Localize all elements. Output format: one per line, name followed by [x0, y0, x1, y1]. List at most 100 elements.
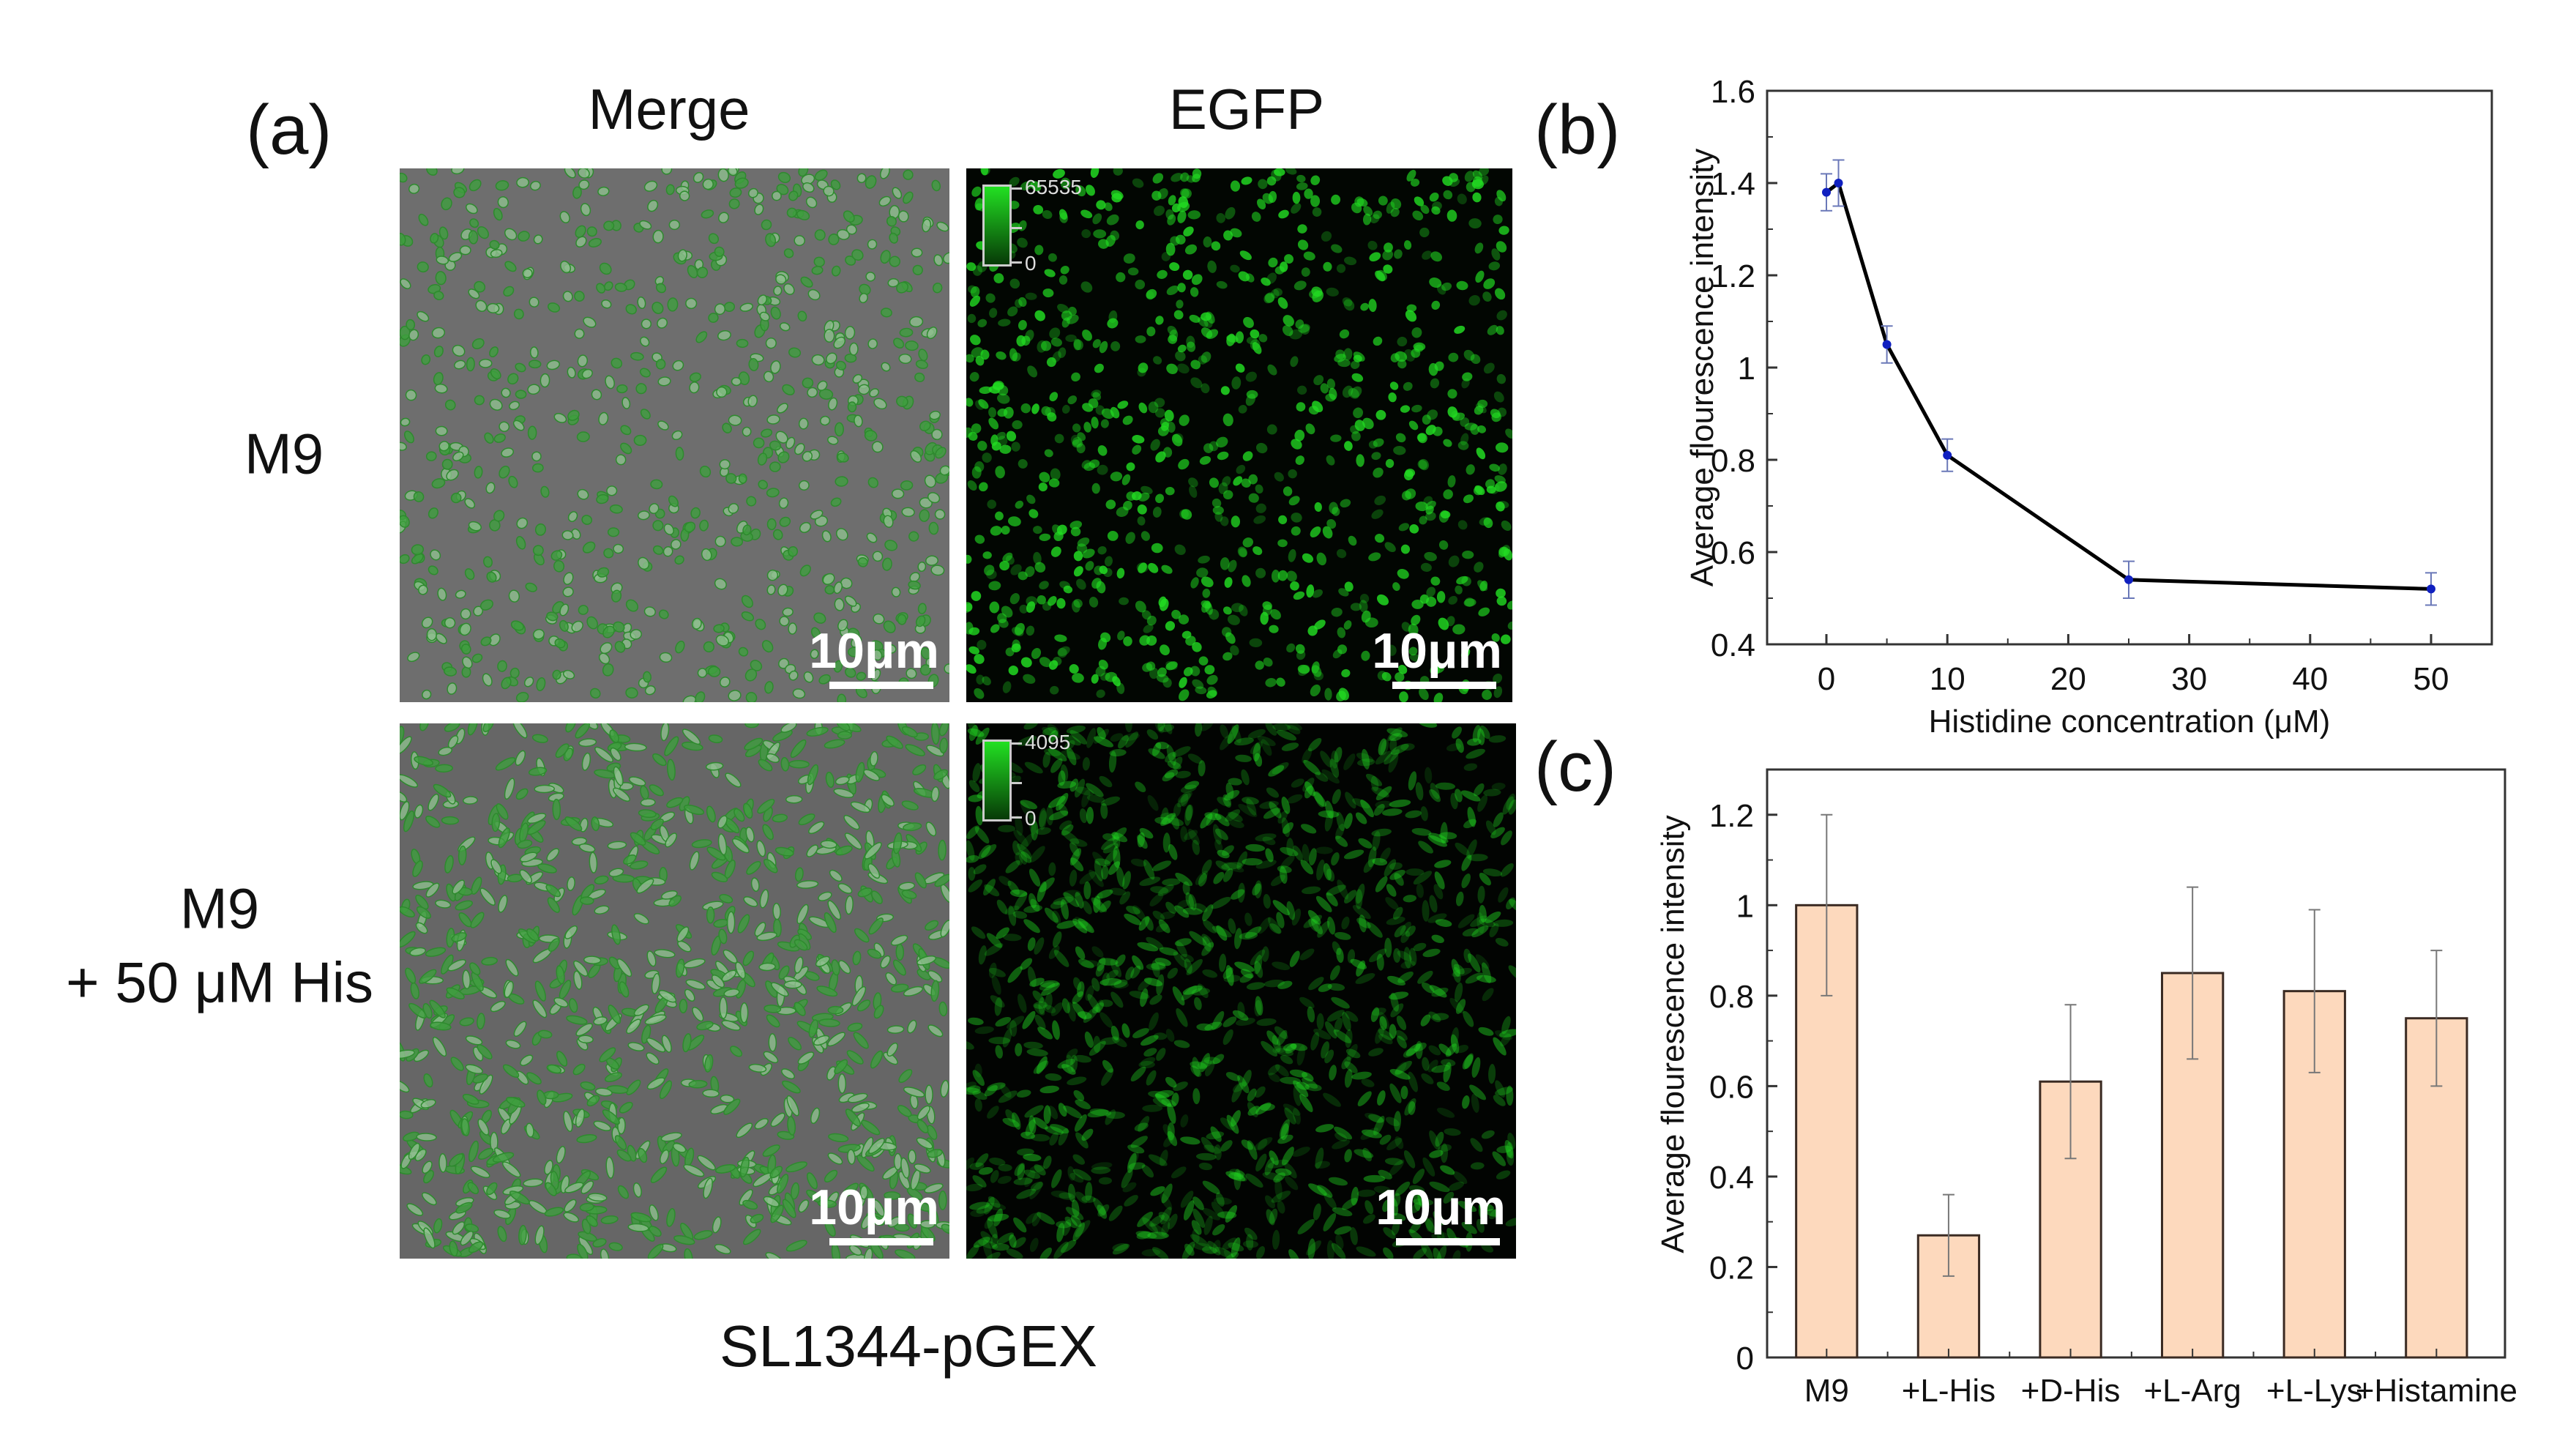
fluorescent-cell [1327, 983, 1345, 991]
bacterium-cell [466, 203, 478, 215]
fluorescent-cell [1288, 496, 1300, 506]
fluorescent-cell [1154, 723, 1165, 734]
bacterium-cell [738, 647, 749, 657]
fluorescent-cell [1450, 792, 1458, 810]
fluorescent-cell [1329, 759, 1340, 778]
fluorescent-cell [1008, 666, 1019, 676]
bacterium-cell [562, 669, 575, 679]
fluorescent-cell [1201, 351, 1212, 363]
bacterium-cell [828, 1133, 849, 1142]
colorbar-min-label: 0 [1025, 807, 1037, 830]
fluorescent-cell [1444, 1128, 1461, 1136]
fluorescent-cell [1296, 182, 1308, 190]
fluorescent-cell [1201, 723, 1214, 731]
fluorescent-cell [1018, 297, 1027, 307]
fluorescent-cell [1229, 1169, 1245, 1177]
fluorescent-cell [1196, 1023, 1213, 1031]
bacterium-cell [901, 726, 918, 738]
bacterium-cell [560, 261, 572, 274]
series-line [1825, 179, 2432, 591]
bacterium-cell [835, 845, 853, 856]
fluorescent-cell [1058, 646, 1070, 657]
fluorescent-cell [1299, 948, 1315, 961]
bacterium-cell [479, 358, 493, 368]
fluorescent-cell [1039, 533, 1051, 541]
fluorescent-cell [1315, 846, 1333, 854]
fluorescent-cell [1331, 608, 1343, 617]
fluorescent-cell [1185, 892, 1195, 909]
fluorescent-cell [1196, 567, 1209, 578]
fluorescent-cell [1146, 615, 1157, 626]
bacterium-cell [654, 276, 665, 286]
fluorescent-cell [1427, 835, 1447, 847]
cells-layer [966, 723, 1516, 1259]
bacterium-cell [772, 813, 788, 823]
bacterium-cell [856, 173, 867, 184]
bacterium-cell [900, 1157, 910, 1179]
fluorescent-cell [1460, 648, 1471, 659]
bacterium-cell [802, 182, 815, 193]
colorbar-min-label: 0 [1025, 252, 1037, 275]
fluorescent-cell [1343, 620, 1352, 630]
fluorescent-cell [1020, 181, 1033, 191]
fluorescent-cell [1489, 463, 1500, 472]
bacterium-cell [546, 1064, 562, 1074]
fluorescent-cell [1202, 1180, 1220, 1194]
fluorescent-cell [1091, 897, 1108, 912]
fluorescent-cell [1258, 179, 1268, 190]
bacterium-cell [614, 1135, 627, 1150]
bacterium-cell [717, 833, 728, 856]
bacterium-cell [591, 389, 602, 401]
fluorescent-cell [1432, 664, 1445, 674]
bacterium-cell [708, 734, 723, 744]
fluorescent-cell [1152, 1098, 1168, 1107]
fluorescent-cell [1471, 179, 1484, 190]
bacterium-cell [799, 480, 810, 491]
fluorescent-cell [1030, 181, 1042, 192]
fluorescent-cell [1508, 799, 1516, 815]
fluorescent-cell [1160, 1193, 1173, 1210]
fluorescent-cell [1426, 1217, 1434, 1232]
fluorescent-cell [1082, 901, 1092, 914]
bacterium-cell [429, 999, 446, 1018]
fluorescent-cell [1109, 749, 1127, 757]
bacterium-cell [630, 351, 644, 361]
fluorescent-cell [1059, 212, 1068, 223]
fluorescent-cell [1204, 665, 1215, 675]
fluorescent-cell [1255, 484, 1263, 494]
fluorescent-cell [1181, 630, 1192, 639]
fluorescent-cell [1165, 901, 1176, 914]
bacterium-cell [714, 578, 727, 590]
fluorescent-cell [1507, 1133, 1516, 1150]
fluorescent-cell [1463, 763, 1478, 771]
fluorescent-cell [1142, 1104, 1163, 1112]
bacterium-cell [462, 796, 478, 805]
bacterium-cell [770, 1204, 784, 1223]
fluorescent-cell [1039, 657, 1051, 668]
bacterium-cell [757, 799, 775, 814]
fluorescent-cell [1422, 414, 1431, 425]
fluorescent-cell [1166, 363, 1178, 374]
fluorescent-cell [986, 1202, 1007, 1211]
fluorescent-cell [1015, 622, 1025, 636]
fluorescent-cell [1124, 913, 1141, 925]
fluorescent-cell [1121, 474, 1131, 485]
fluorescent-cell [1192, 1057, 1201, 1077]
fluorescent-cell [1287, 794, 1303, 804]
fluorescent-cell [1304, 781, 1315, 797]
bacterium-cell [639, 368, 651, 378]
fluorescent-cell [967, 728, 985, 737]
scale-bar [829, 682, 933, 689]
bacterium-cell [695, 331, 708, 343]
bacterium-cell [867, 477, 878, 488]
fluorescent-cell [1485, 911, 1501, 923]
fluorescent-cell [1321, 769, 1340, 784]
fluorescent-cell [1362, 748, 1370, 770]
fluorescent-cell [1165, 661, 1178, 671]
fluorescent-cell [1102, 1059, 1113, 1073]
bacterium-cell [706, 906, 715, 924]
fluorescent-cell [1075, 786, 1094, 796]
fluorescent-cell [1245, 371, 1257, 382]
fluorescent-cell [1241, 478, 1251, 488]
bacterium-cell [566, 1253, 582, 1259]
